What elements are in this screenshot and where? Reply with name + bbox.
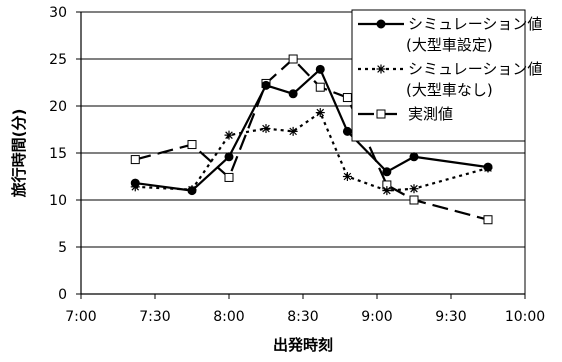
legend-label: シミュレーション値	[408, 15, 542, 33]
x-tick-label: 7:30	[139, 309, 170, 325]
legend-label: シミュレーション値	[408, 60, 542, 78]
x-tick-label: 7:00	[65, 309, 96, 325]
data-point-asterisk	[382, 186, 392, 196]
y-tick-label: 10	[49, 193, 67, 209]
data-point-asterisk	[342, 172, 352, 181]
x-axis-title: 出発時刻	[273, 336, 333, 354]
data-point-circle	[261, 80, 271, 90]
data-point-square	[315, 82, 325, 92]
data-point-asterisk	[224, 130, 234, 140]
y-tick-label: 5	[58, 240, 67, 256]
data-point-square	[288, 54, 298, 64]
data-point-square	[342, 93, 352, 103]
series-line	[134, 57, 489, 221]
y-axis-title: 旅行時間(分)	[10, 109, 28, 198]
y-tick-label: 25	[49, 52, 67, 68]
series-group	[130, 64, 493, 196]
data-point-asterisk	[288, 126, 298, 136]
legend: シミュレーション値 (大型車設定) シミュレーション値 (大型車なし) 実測値	[351, 9, 542, 142]
axes: 0 5 10 15 20 25 30 7:00 7:30 8:00 8:30 9:00 9:30 10:0…	[49, 5, 545, 325]
data-point-asterisk	[376, 64, 386, 74]
x-tick-label: 9:30	[435, 309, 466, 325]
data-point-circle	[342, 126, 352, 136]
data-point-square	[187, 140, 197, 150]
data-point-circle	[224, 152, 234, 162]
data-point-asterisk	[409, 184, 419, 194]
legend-box	[351, 9, 526, 142]
legend-label: 実測値	[408, 105, 453, 123]
y-tick-label: 0	[58, 287, 67, 303]
data-point-square	[483, 215, 493, 225]
data-point-circle	[409, 152, 419, 162]
data-point-square	[224, 172, 234, 182]
data-point-circle	[288, 89, 298, 99]
data-point-square	[130, 155, 140, 165]
data-point-circle	[483, 162, 493, 172]
data-point-square	[376, 109, 386, 119]
data-point-circle	[130, 178, 140, 188]
y-tick-label: 30	[49, 5, 67, 21]
series-layer	[130, 54, 493, 225]
x-tick-label: 9:00	[361, 309, 392, 325]
data-point-square	[409, 195, 419, 205]
y-tick-label: 15	[49, 146, 67, 162]
series-group	[130, 54, 493, 225]
series-line	[135, 111, 489, 192]
x-tick-label: 8:00	[213, 309, 244, 325]
legend-label: (大型車設定)	[406, 36, 493, 54]
data-point-circle	[376, 19, 386, 29]
data-point-circle	[187, 186, 197, 196]
data-point-circle	[382, 167, 392, 177]
y-tick-label: 20	[49, 99, 67, 115]
legend-label: (大型車なし)	[406, 81, 493, 99]
series-line	[135, 68, 489, 192]
data-point-asterisk	[315, 108, 325, 118]
x-tick-label: 8:30	[287, 309, 318, 325]
data-point-asterisk	[261, 124, 271, 134]
data-point-circle	[315, 64, 325, 74]
x-tick-label: 10:00	[505, 309, 545, 325]
